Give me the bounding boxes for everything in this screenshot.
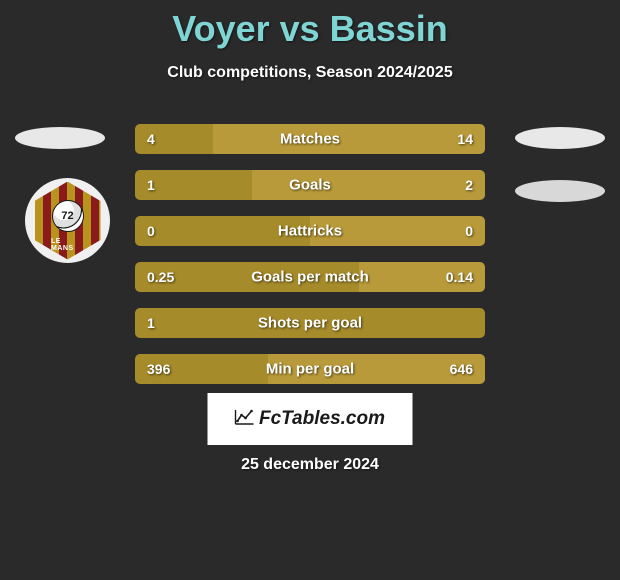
logo-number: 72 <box>61 210 73 222</box>
bar-segment-right <box>213 124 485 154</box>
bar-value-right: 2 <box>465 177 473 193</box>
bar-value-left: 0 <box>147 223 155 239</box>
stat-bar: Shots per goal 1 <box>135 308 485 338</box>
stat-bar: Goals per match 0.25 0.14 <box>135 262 485 292</box>
bar-value-right: 646 <box>450 361 473 377</box>
stat-bar: Min per goal 396 646 <box>135 354 485 384</box>
bar-value-left: 1 <box>147 315 155 331</box>
right-player-placeholder-1 <box>515 127 605 149</box>
stat-bar: Matches 4 14 <box>135 124 485 154</box>
bar-label: Matches <box>280 131 340 148</box>
footer-brand-text: FcTables.com <box>259 408 385 430</box>
bar-value-right: 0 <box>465 223 473 239</box>
club-logo: 72 LE MANS <box>25 178 110 263</box>
footer-brand: FcTables.com <box>208 393 413 445</box>
left-player-placeholder <box>15 127 105 149</box>
bar-label: Hattricks <box>278 223 342 240</box>
right-player-placeholder-2 <box>515 180 605 202</box>
bar-label: Goals per match <box>251 269 369 286</box>
bar-label: Shots per goal <box>258 315 362 332</box>
bar-value-right: 14 <box>457 131 473 147</box>
page-subtitle: Club competitions, Season 2024/2025 <box>0 64 620 82</box>
logo-text: LE MANS <box>51 238 84 252</box>
bar-value-left: 396 <box>147 361 170 377</box>
page-title: Voyer vs Bassin <box>0 0 620 50</box>
footer-date: 25 december 2024 <box>241 456 379 474</box>
comparison-bars: Matches 4 14 Goals 1 2 Hattricks 0 0 Goals per ma… <box>135 124 485 400</box>
bar-value-left: 0.25 <box>147 269 174 285</box>
bar-segment-right <box>252 170 485 200</box>
chart-icon <box>235 409 255 430</box>
bar-label: Goals <box>289 177 331 194</box>
stat-bar: Goals 1 2 <box>135 170 485 200</box>
bar-value-left: 1 <box>147 177 155 193</box>
stat-bar: Hattricks 0 0 <box>135 216 485 246</box>
bar-label: Min per goal <box>266 361 354 378</box>
bar-value-left: 4 <box>147 131 155 147</box>
bar-value-right: 0.14 <box>446 269 473 285</box>
